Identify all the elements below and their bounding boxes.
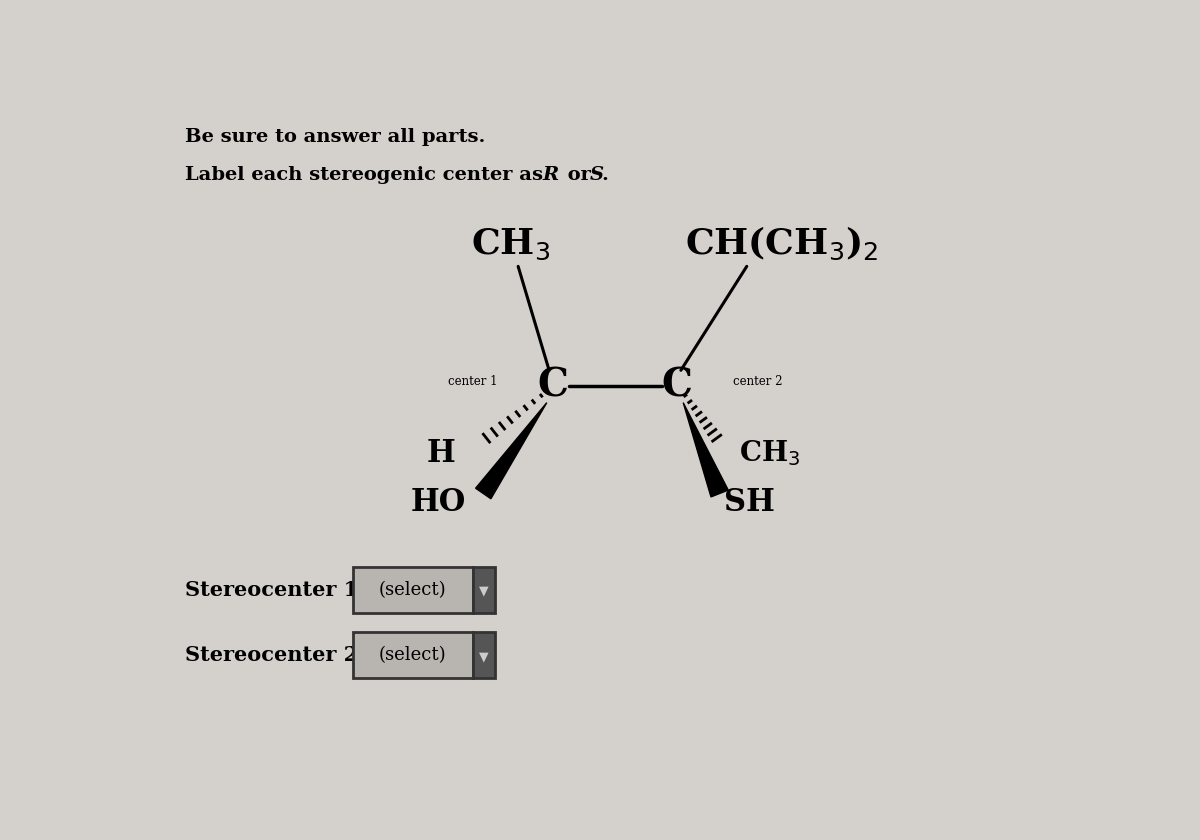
Bar: [353, 632, 473, 679]
Polygon shape: [683, 402, 728, 497]
Text: center 1: center 1: [448, 375, 497, 388]
Text: ▼: ▼: [479, 585, 488, 598]
Text: C: C: [661, 367, 692, 405]
Text: Be sure to answer all parts.: Be sure to answer all parts.: [185, 128, 485, 146]
Text: C: C: [538, 367, 569, 405]
Text: (select): (select): [379, 580, 446, 599]
Text: Stereocenter 2:: Stereocenter 2:: [185, 645, 373, 665]
Bar: [473, 567, 494, 613]
Text: R: R: [542, 166, 559, 184]
Bar: [473, 632, 494, 679]
Bar: [353, 567, 473, 613]
Text: S: S: [589, 166, 604, 184]
Text: Label each stereogenic center as: Label each stereogenic center as: [185, 166, 550, 184]
Text: or: or: [560, 166, 598, 184]
Text: Stereocenter 1:: Stereocenter 1:: [185, 580, 373, 600]
Text: ▼: ▼: [479, 650, 488, 664]
Text: CH$_3$: CH$_3$: [739, 438, 800, 469]
Text: CH$_3$: CH$_3$: [470, 227, 550, 262]
Text: SH: SH: [724, 487, 774, 518]
Text: .: .: [602, 166, 608, 184]
Text: CH(CH$_3$)$_2$: CH(CH$_3$)$_2$: [685, 225, 878, 262]
Text: center 2: center 2: [733, 375, 782, 388]
Text: H: H: [427, 438, 455, 469]
Text: (select): (select): [379, 646, 446, 664]
Polygon shape: [475, 402, 547, 499]
Text: HO: HO: [410, 487, 466, 518]
